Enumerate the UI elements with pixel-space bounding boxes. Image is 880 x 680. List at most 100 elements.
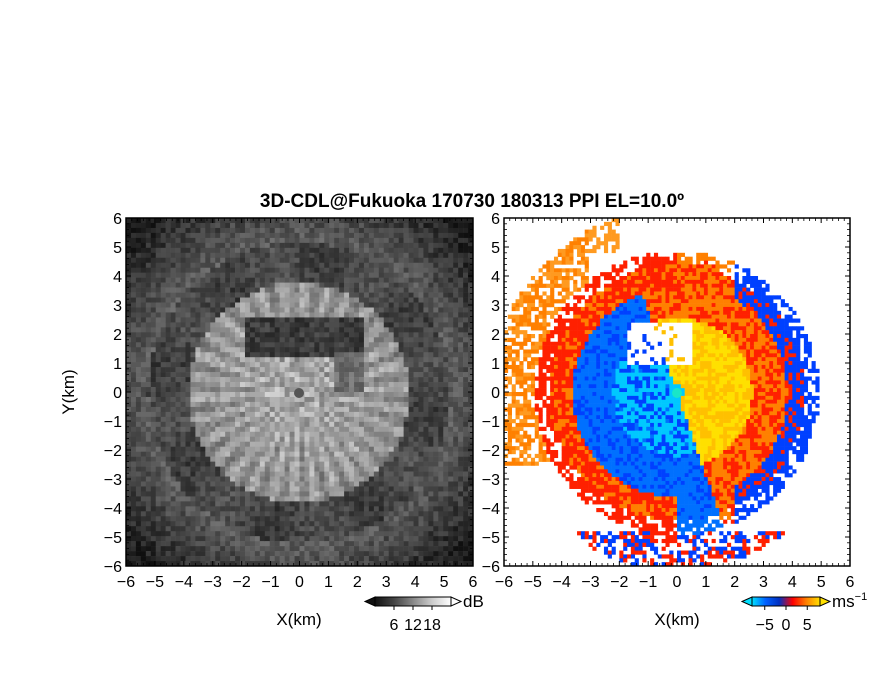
reflectivity-cell (448, 347, 454, 353)
reflectivity-cell (309, 237, 315, 244)
reflectivity-cell (438, 421, 444, 428)
reflectivity-cell (354, 227, 360, 234)
reflectivity-cell (126, 277, 132, 283)
reflectivity-cell (155, 337, 161, 343)
reflectivity-cell (254, 401, 261, 408)
reflectivity-cell (339, 302, 345, 308)
reflectivity-cell (165, 332, 171, 338)
reflectivity-cell (195, 481, 201, 487)
reflectivity-cell (339, 237, 345, 244)
reflectivity-cell (210, 392, 216, 398)
reflectivity-cell (309, 506, 315, 512)
reflectivity-cell (244, 426, 251, 433)
reflectivity-cell (274, 406, 280, 413)
reflectivity-cell (344, 521, 350, 527)
reflectivity-cell (403, 357, 409, 363)
reflectivity-cell (393, 222, 399, 229)
reflectivity-cell (215, 531, 221, 537)
reflectivity-cell (453, 456, 459, 462)
reflectivity-cell (458, 451, 464, 457)
reflectivity-cell (259, 411, 266, 418)
reflectivity-cell (126, 218, 132, 224)
reflectivity-cell (314, 327, 320, 333)
reflectivity-cell (205, 546, 211, 552)
reflectivity-cell (304, 222, 310, 229)
reflectivity-cell (175, 516, 181, 522)
reflectivity-cell (160, 218, 166, 224)
reflectivity-cell (349, 466, 355, 472)
reflectivity-cell (215, 496, 221, 502)
reflectivity-cell (383, 511, 390, 517)
reflectivity-cell (180, 441, 186, 447)
reflectivity-cell (230, 426, 236, 433)
reflectivity-cell (259, 521, 266, 527)
reflectivity-cell (334, 332, 340, 338)
reflectivity-cell (354, 411, 360, 418)
reflectivity-cell (249, 377, 256, 383)
reflectivity-cell (344, 561, 350, 567)
reflectivity-cell (428, 332, 434, 338)
reflectivity-cell (190, 456, 196, 462)
reflectivity-cell (358, 222, 365, 229)
reflectivity-cell (244, 287, 251, 293)
reflectivity-cell (235, 272, 241, 278)
reflectivity-cell (428, 337, 434, 343)
reflectivity-cell (388, 466, 394, 472)
reflectivity-cell (358, 287, 365, 293)
reflectivity-cell (180, 416, 186, 423)
reflectivity-cell (155, 357, 161, 363)
reflectivity-cell (259, 446, 266, 452)
reflectivity-cell (274, 267, 280, 273)
reflectivity-cell (140, 347, 147, 353)
reflectivity-cell (349, 531, 355, 537)
reflectivity-cell (458, 222, 464, 229)
reflectivity-cell (383, 541, 390, 547)
reflectivity-cell (393, 526, 399, 532)
reflectivity-cell (339, 536, 345, 542)
reflectivity-cell (468, 451, 474, 457)
reflectivity-cell (264, 456, 271, 462)
reflectivity-cell (463, 396, 469, 403)
reflectivity-cell (200, 287, 206, 293)
reflectivity-cell (329, 367, 335, 373)
reflectivity-cell (393, 267, 399, 273)
reflectivity-cell (130, 277, 137, 283)
reflectivity-cell (175, 357, 181, 363)
reflectivity-cell (165, 476, 171, 482)
reflectivity-cell (140, 382, 147, 388)
reflectivity-cell (309, 337, 315, 343)
reflectivity-cell (448, 367, 454, 373)
reflectivity-cell (230, 421, 236, 428)
reflectivity-cell (398, 247, 404, 254)
reflectivity-cell (145, 377, 152, 383)
reflectivity-cell (200, 521, 206, 527)
reflectivity-cell (443, 516, 449, 522)
reflectivity-cell (130, 362, 137, 368)
reflectivity-cell (140, 297, 147, 303)
reflectivity-cell (453, 421, 459, 428)
reflectivity-cell (150, 396, 157, 403)
reflectivity-cell (220, 357, 226, 363)
reflectivity-cell (413, 436, 419, 443)
reflectivity-cell (175, 536, 181, 542)
reflectivity-cell (190, 292, 196, 298)
reflectivity-cell (403, 551, 409, 557)
reflectivity-cell (373, 267, 380, 273)
reflectivity-cell (314, 307, 320, 313)
reflectivity-cell (180, 446, 186, 452)
reflectivity-cell (230, 531, 236, 537)
reflectivity-cell (279, 307, 285, 313)
reflectivity-cell (363, 307, 370, 313)
reflectivity-cell (349, 521, 355, 527)
reflectivity-cell (319, 531, 325, 537)
reflectivity-cell (249, 342, 256, 348)
reflectivity-cell (383, 496, 390, 502)
reflectivity-cell (358, 237, 365, 244)
reflectivity-cell (324, 516, 330, 522)
reflectivity-cell (284, 232, 290, 239)
reflectivity-cell (165, 322, 171, 328)
reflectivity-cell (393, 382, 399, 388)
reflectivity-cell (413, 401, 419, 408)
reflectivity-cell (458, 401, 464, 408)
reflectivity-cell (358, 357, 365, 363)
